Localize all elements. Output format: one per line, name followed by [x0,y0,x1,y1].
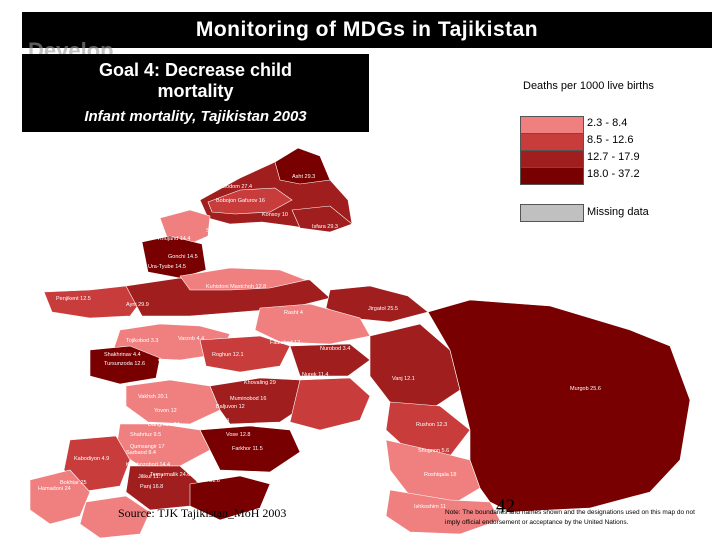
district-label: Vanj 12.1 [392,376,415,382]
tajikistan-map: Asht 29.3 Kanibodom 27.4 Bobojon Gafurov… [30,140,695,540]
district-label: Jomi 31.6 [196,478,220,484]
legend-label: 8.5 - 12.6 [587,134,634,146]
district-label: Danghara 24 [148,422,180,428]
district-label: Asht 29.3 [292,174,315,180]
district-label: Tojikobod 3.3 [126,338,158,344]
slide-title: Monitoring of MDGs in Tajikistan [22,12,712,48]
district-label: Shugnon 5.6 [418,448,449,454]
legend-label: 2.3 - 8.4 [587,117,628,129]
district-label: Roshtqala 18 [424,472,456,478]
capital-marker-dushanbe [170,362,176,368]
district-label: Baljuvon 12 [216,404,245,410]
source-citation: Source: TJK Tajikistan_MoH 2003 [118,506,287,520]
district-label: Varzob 4.4 [178,336,204,342]
region-dushanbe-area [89,345,161,385]
region-north-6 [141,235,207,279]
map-svg: Asht 29.3 Kanibodom 27.4 Bobojon Gafurov… [30,147,691,539]
district-label: Nurek 11.4 [302,372,329,378]
district-label: Hamadoni 24 [38,486,71,492]
legend-swatch [521,134,583,151]
district-label: Bobojon Gafurov 16 [216,198,265,204]
region-rasht [254,303,371,345]
region-south-10 [79,495,151,539]
district-label: Kuhistoni Mastchoh 12.8 [206,284,266,290]
district-label: Khovaling 29 [244,380,276,386]
region-faizobod [199,335,291,373]
district-label: Shakhrinav 4.4 [104,352,141,358]
region-shugnon [385,439,481,507]
legend-swatch [521,168,583,184]
legend-title: Deaths per 1000 live births [523,80,654,92]
district-label: Jirgatol 25.5 [368,306,398,312]
region-south-3 [289,377,371,431]
region-north-3 [207,187,293,215]
district-label: Vakhsh 20.1 [138,394,168,400]
district-label: Kanibodom 27.4 [212,184,252,190]
region-west-1 [43,285,143,319]
district-label: Kulob 5.4 [206,418,229,424]
legend-swatch [521,151,583,168]
region-ishkoshim [385,489,501,535]
region-north-5 [291,205,353,233]
district-label: Farkhor 11.5 [232,446,263,452]
disclaimer-note: Note: The boundaries and names shown and… [445,509,695,526]
map-legend: Deaths per 1000 live births 2.3 - 8.4 8.… [515,80,695,222]
legend-missing-label: Missing data [587,206,649,218]
region-central-1 [179,267,308,291]
legend-missing-swatch [520,204,584,222]
page-number: 42 [496,496,515,517]
district-label: Vose 12.8 [226,432,250,438]
region-vanj [369,323,461,411]
goal-box: Goal 4: Decrease child mortality Infant … [22,54,369,132]
city-marker [186,368,190,372]
district-label: Shahriston 12.5 [206,228,245,234]
district-label: Bokhtar 25 [60,480,87,486]
district-label: Rasht 4 [284,310,303,316]
district-label: Sarband 8.4 [126,450,156,456]
district-label: Ishkoshim 11 [414,504,446,510]
goal-heading-line-1: Goal 4: Decrease child [98,60,293,80]
district-label: Yovon 12 [154,408,177,414]
region-south-1 [125,379,221,425]
district-label: Kabodiyon 4.9 [74,456,109,462]
district-label: Faizobod 12 [270,340,300,346]
district-label: Gonchi 14.5 [168,254,198,260]
district-label: Nurobod 3.4 [320,346,350,352]
district-label: Rudaki 17 [198,380,223,386]
region-north-2 [274,147,331,185]
district-label: Dushanbe [168,368,193,374]
district-label: Jilikul 11.7 [138,474,163,480]
district-label: Konsoy 10 [262,212,288,218]
district-label: Ura-Tyube 14.5 [148,264,186,270]
region-south-5 [199,425,301,473]
goal-heading-line-2: mortality [157,81,234,101]
legend-swatch [521,117,583,134]
district-label: Khujand 14.4 [158,236,190,242]
legend-label: 18.0 - 37.2 [587,168,640,180]
region-south-8 [30,469,91,525]
region-south-6 [63,435,131,493]
district-label: Kolkhozobod 14.4 [126,462,170,468]
district-label: Muminobod 16 [230,396,266,402]
region-south-9 [189,475,271,521]
district-label: Rushon 12.3 [416,422,447,428]
district-label: Panj 16.8 [140,484,163,490]
map-subtitle: Infant mortality, Tajikistan 2003 [84,108,307,125]
region-nurabad [289,343,371,377]
region-murgob [427,299,691,513]
district-label: Murgob 25.6 [570,386,601,392]
district-label: Roghun 12.1 [212,352,244,358]
legend-swatch-group [520,116,584,185]
city-marker [158,358,162,362]
district-label: Ayni 29.9 [126,302,149,308]
district-label: Isfara 29.3 [312,224,338,230]
district-label: Penjikent 12.5 [56,296,91,302]
district-label: Shahrtuz 9.5 [130,432,161,438]
district-label: Temurmalik 24.6 [150,472,190,478]
district-label: Tursunzoda 12.6 [104,361,145,367]
legend-label: 12.7 - 17.9 [587,151,640,163]
district-label: Qumsangir 17 [130,444,165,450]
